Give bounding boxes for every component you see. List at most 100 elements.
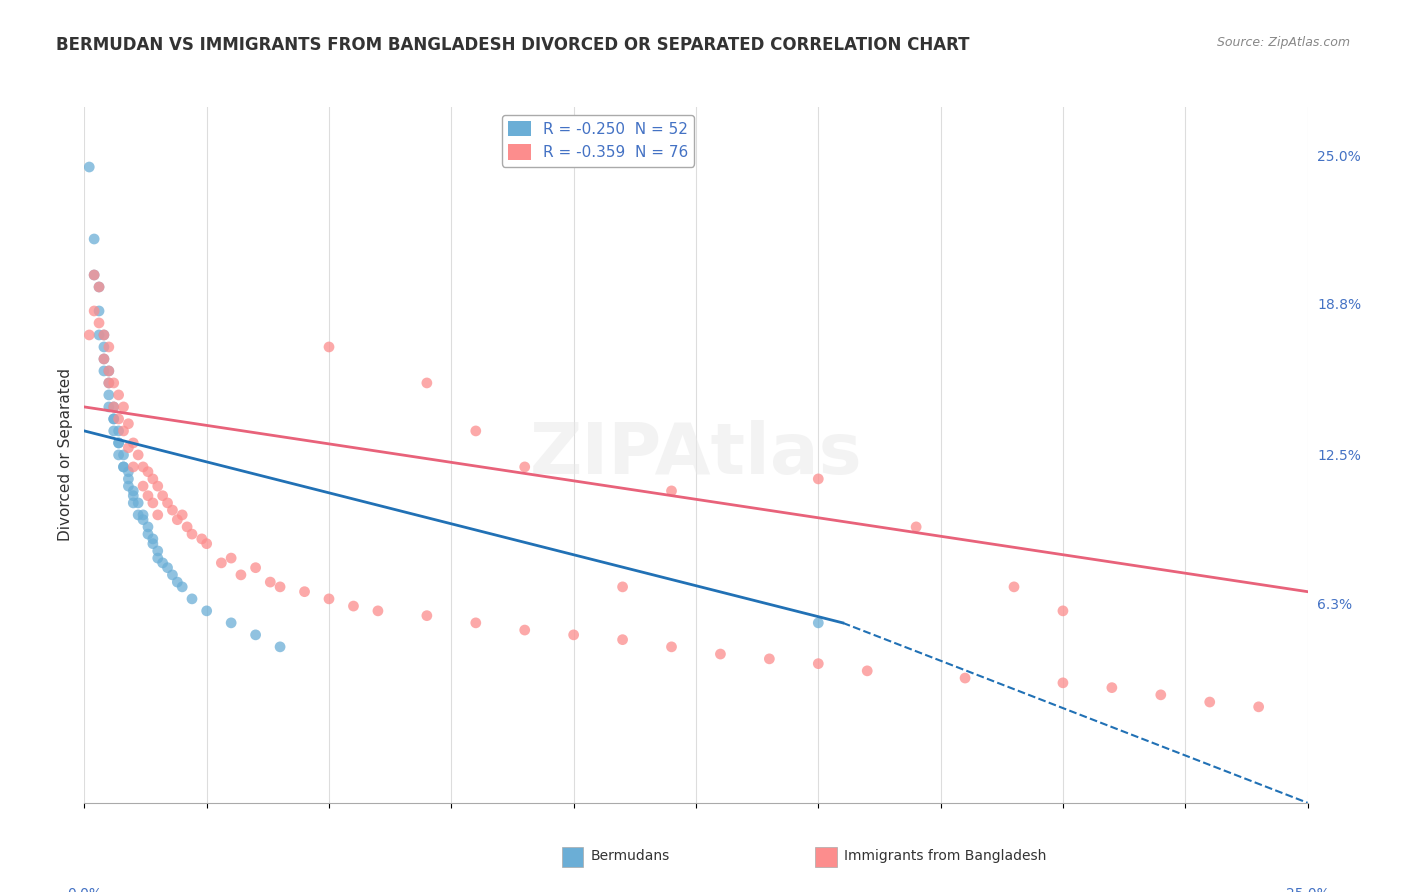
Text: ZIPAtlas: ZIPAtlas bbox=[530, 420, 862, 490]
Point bbox=[181, 527, 204, 541]
Point bbox=[661, 640, 683, 654]
Point bbox=[1052, 676, 1074, 690]
Point bbox=[166, 575, 188, 590]
Point bbox=[93, 328, 115, 343]
Point bbox=[132, 513, 155, 527]
Point bbox=[107, 436, 129, 450]
Y-axis label: Divorced or Separated: Divorced or Separated bbox=[58, 368, 73, 541]
Point bbox=[294, 584, 316, 599]
Point bbox=[1247, 699, 1270, 714]
Point bbox=[181, 591, 204, 606]
Point bbox=[807, 615, 830, 630]
Point bbox=[367, 604, 389, 618]
Point bbox=[162, 503, 184, 517]
Point bbox=[93, 351, 115, 366]
Point bbox=[107, 436, 129, 450]
Point bbox=[152, 489, 174, 503]
Point bbox=[709, 647, 731, 661]
Text: Immigrants from Bangladesh: Immigrants from Bangladesh bbox=[844, 849, 1046, 863]
Point bbox=[83, 268, 105, 282]
Point bbox=[905, 520, 928, 534]
Point bbox=[112, 459, 135, 474]
Point bbox=[97, 376, 120, 390]
Point bbox=[83, 232, 105, 246]
Text: 0.0%: 0.0% bbox=[67, 887, 101, 892]
Text: Bermudans: Bermudans bbox=[591, 849, 669, 863]
Point bbox=[103, 400, 125, 414]
Point bbox=[117, 479, 139, 493]
Point bbox=[132, 459, 155, 474]
Point bbox=[146, 551, 169, 566]
Point bbox=[103, 412, 125, 426]
Point bbox=[112, 459, 135, 474]
Point bbox=[97, 340, 120, 354]
Point bbox=[156, 560, 179, 574]
Point bbox=[77, 160, 100, 174]
Point bbox=[87, 280, 110, 294]
Point bbox=[112, 448, 135, 462]
Point bbox=[245, 628, 267, 642]
Point bbox=[97, 364, 120, 378]
Point bbox=[107, 412, 129, 426]
Point bbox=[1101, 681, 1123, 695]
Point bbox=[318, 340, 340, 354]
Point bbox=[136, 527, 159, 541]
Point bbox=[142, 537, 165, 551]
Point bbox=[136, 489, 159, 503]
Point bbox=[112, 424, 135, 438]
Point bbox=[612, 580, 634, 594]
Point bbox=[172, 508, 194, 522]
Point bbox=[122, 483, 145, 498]
Point bbox=[132, 479, 155, 493]
Point bbox=[122, 459, 145, 474]
Point bbox=[166, 513, 188, 527]
Point bbox=[127, 508, 149, 522]
Point bbox=[807, 657, 830, 671]
Point bbox=[219, 615, 242, 630]
Point bbox=[87, 304, 110, 318]
Legend: R = -0.250  N = 52, R = -0.359  N = 76: R = -0.250 N = 52, R = -0.359 N = 76 bbox=[502, 115, 695, 167]
Point bbox=[464, 424, 486, 438]
Point bbox=[103, 424, 125, 438]
Point bbox=[146, 508, 169, 522]
Point bbox=[122, 436, 145, 450]
Point bbox=[83, 268, 105, 282]
Point bbox=[127, 448, 149, 462]
Point bbox=[807, 472, 830, 486]
Point bbox=[136, 520, 159, 534]
Point bbox=[176, 520, 198, 534]
Point bbox=[1198, 695, 1220, 709]
Point bbox=[152, 556, 174, 570]
Point bbox=[142, 496, 165, 510]
Point bbox=[107, 388, 129, 402]
Point bbox=[117, 441, 139, 455]
Point bbox=[259, 575, 281, 590]
Point bbox=[416, 376, 439, 390]
Point bbox=[661, 483, 683, 498]
Point bbox=[229, 567, 252, 582]
Point bbox=[758, 652, 780, 666]
Point bbox=[93, 340, 115, 354]
Point bbox=[103, 412, 125, 426]
Point bbox=[93, 364, 115, 378]
Point bbox=[77, 328, 100, 343]
Point bbox=[117, 417, 139, 431]
Point bbox=[464, 615, 486, 630]
Text: BERMUDAN VS IMMIGRANTS FROM BANGLADESH DIVORCED OR SEPARATED CORRELATION CHART: BERMUDAN VS IMMIGRANTS FROM BANGLADESH D… bbox=[56, 36, 970, 54]
Point bbox=[416, 608, 439, 623]
Point bbox=[146, 544, 169, 558]
Point bbox=[513, 623, 536, 637]
Point bbox=[156, 496, 179, 510]
Point bbox=[97, 364, 120, 378]
Point bbox=[195, 604, 218, 618]
Point bbox=[1052, 604, 1074, 618]
Point bbox=[1150, 688, 1173, 702]
Point bbox=[93, 351, 115, 366]
Point bbox=[1002, 580, 1025, 594]
Point bbox=[107, 448, 129, 462]
Point bbox=[97, 376, 120, 390]
Point bbox=[318, 591, 340, 606]
Point bbox=[117, 465, 139, 479]
Point bbox=[122, 496, 145, 510]
Point bbox=[342, 599, 364, 613]
